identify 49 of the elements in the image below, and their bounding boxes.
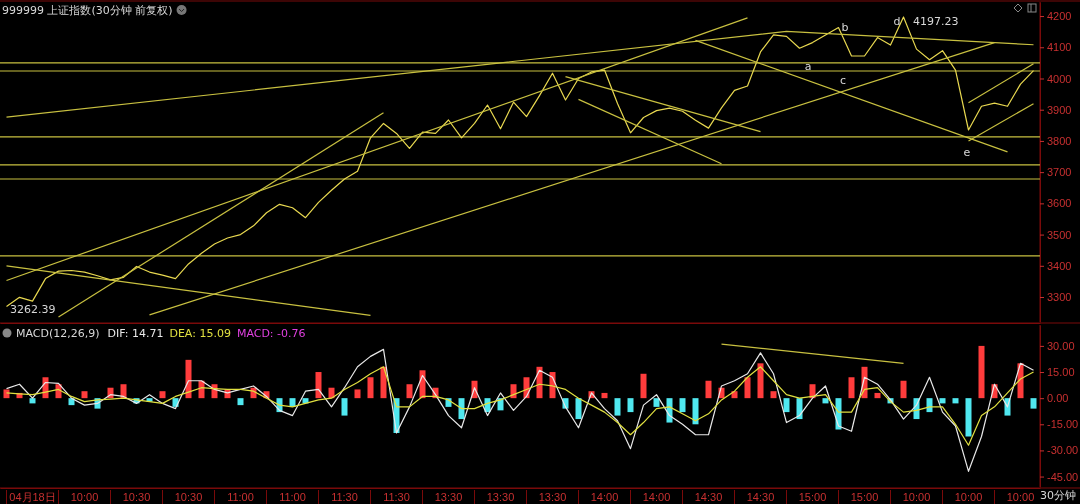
- x-tick-label: 15:00: [850, 490, 879, 503]
- chart-title: MACD(12,26,9): [16, 327, 100, 340]
- chart-title: 999999 上证指数(30分钟 前复权): [2, 4, 173, 17]
- x-tick-label: 10:00: [954, 490, 983, 503]
- x-tick-label: 11:00: [279, 490, 306, 503]
- y-tick-label: 0.00: [1047, 392, 1069, 405]
- annotation: 3262.39: [10, 303, 56, 316]
- x-tick-label: 14:00: [642, 490, 671, 503]
- x-tick-label: 13:30: [486, 490, 515, 503]
- annotation: d: [893, 15, 901, 28]
- x-tick-label: 10:00: [902, 490, 931, 503]
- x-tick-label: 13:30: [434, 490, 463, 503]
- y-tick-label: 30.00: [1047, 339, 1075, 352]
- x-tick-label: 04月18日: [9, 490, 56, 503]
- x-tick-label: 10:00: [70, 490, 99, 503]
- annotation: MACD: -0.76: [236, 327, 306, 340]
- x-tick-label: 11:00: [227, 490, 254, 503]
- annotation: c: [839, 74, 847, 87]
- y-tick-label: 3400: [1047, 259, 1072, 272]
- y-tick-label: 4000: [1047, 72, 1072, 85]
- y-tick-label: -15.00: [1047, 418, 1079, 431]
- y-tick-label: 3600: [1047, 197, 1072, 210]
- y-tick-label: 3500: [1047, 228, 1072, 241]
- x-tick-label: 13:30: [538, 490, 567, 503]
- annotation: DEA: 15.09: [169, 327, 231, 340]
- x-tick-label: 15:00: [798, 490, 827, 503]
- annotation: b: [841, 21, 849, 34]
- text: 30分钟: [1040, 489, 1076, 502]
- y-tick-label: 3700: [1047, 166, 1072, 179]
- annotation: e: [963, 146, 971, 159]
- x-tick-label: 11:30: [383, 490, 410, 503]
- y-tick-label: 4100: [1047, 41, 1072, 54]
- x-tick-label: 10:30: [122, 490, 151, 503]
- y-tick-label: -30.00: [1047, 444, 1079, 457]
- y-tick-label: -45.00: [1047, 470, 1079, 483]
- y-tick-label: 4200: [1047, 10, 1072, 23]
- annotation: a: [804, 60, 812, 73]
- x-tick-label: 14:30: [694, 490, 723, 503]
- annotation: DIF: 14.71: [107, 327, 164, 340]
- y-tick-label: 3300: [1047, 291, 1072, 304]
- y-tick-label: 3900: [1047, 103, 1072, 116]
- y-tick-label: 3800: [1047, 134, 1072, 147]
- x-tick-label: 10:30: [174, 490, 203, 503]
- x-tick-label: 10:00: [1006, 490, 1035, 503]
- x-tick-label: 14:00: [590, 490, 619, 503]
- annotation: 4197.23: [913, 15, 959, 28]
- x-tick-label: 14:30: [746, 490, 775, 503]
- x-tick-label: 11:30: [331, 490, 358, 503]
- y-tick-label: 15.00: [1047, 366, 1075, 379]
